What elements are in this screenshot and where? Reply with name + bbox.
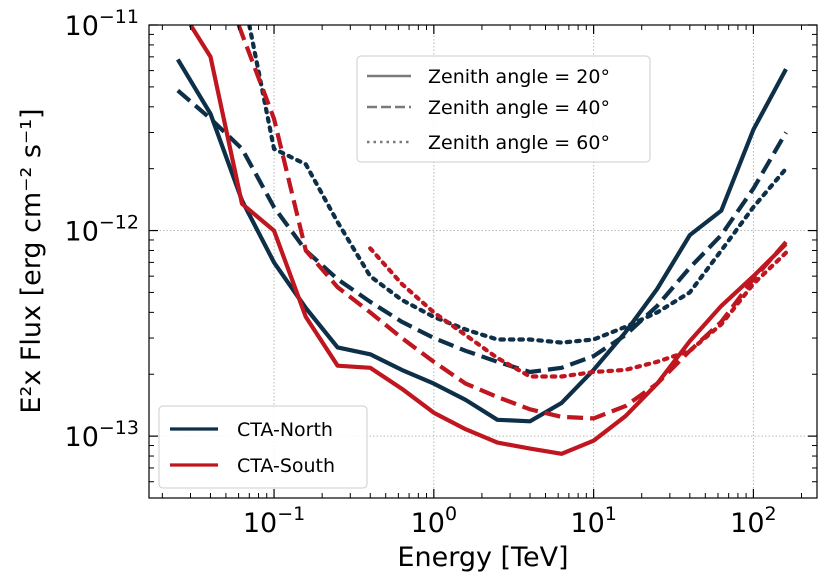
x-tick-label: 100 [411, 503, 457, 539]
site-legend-box [158, 405, 368, 489]
x-tick-label: 10−1 [243, 503, 305, 539]
series-line-north-dashed [176, 88, 788, 375]
x-axis-label: Energy [TeV] [397, 542, 568, 573]
site-legend-label-south: CTA-South [237, 455, 335, 477]
zenith-legend-box [356, 55, 651, 163]
zenith-legend-label-20: Zenith angle = 20° [428, 66, 610, 88]
y-tick-label: 10−13 [65, 417, 139, 453]
series-line-north-solid [176, 58, 788, 424]
series-group [176, 25, 789, 456]
series-line-north-dotted [247, 25, 789, 345]
zenith-legend: Zenith angle = 20° Zenith angle = 40° Ze… [356, 55, 651, 163]
y-axis-label: E²x Flux [erg cm⁻² s⁻¹] [16, 108, 47, 413]
site-legend: CTA-North CTA-South [158, 405, 368, 489]
plot-frame [148, 24, 818, 499]
axis-ticks [149, 24, 817, 499]
zenith-legend-label-60: Zenith angle = 60° [428, 132, 610, 154]
x-tick-label: 102 [730, 503, 776, 539]
y-tick-label: 10−11 [65, 6, 139, 42]
series-line-south-dotted [368, 246, 789, 379]
y-tick-label: 10−12 [65, 212, 139, 248]
zenith-legend-label-40: Zenith angle = 40° [428, 97, 610, 119]
series-line-south-solid [188, 25, 788, 456]
site-legend-label-north: CTA-North [237, 419, 333, 441]
series-line-south-dashed [236, 25, 788, 421]
tick-labels: 10−1 100 101 102 10−13 10−12 10−11 [65, 6, 777, 539]
x-tick-label: 101 [570, 503, 616, 539]
